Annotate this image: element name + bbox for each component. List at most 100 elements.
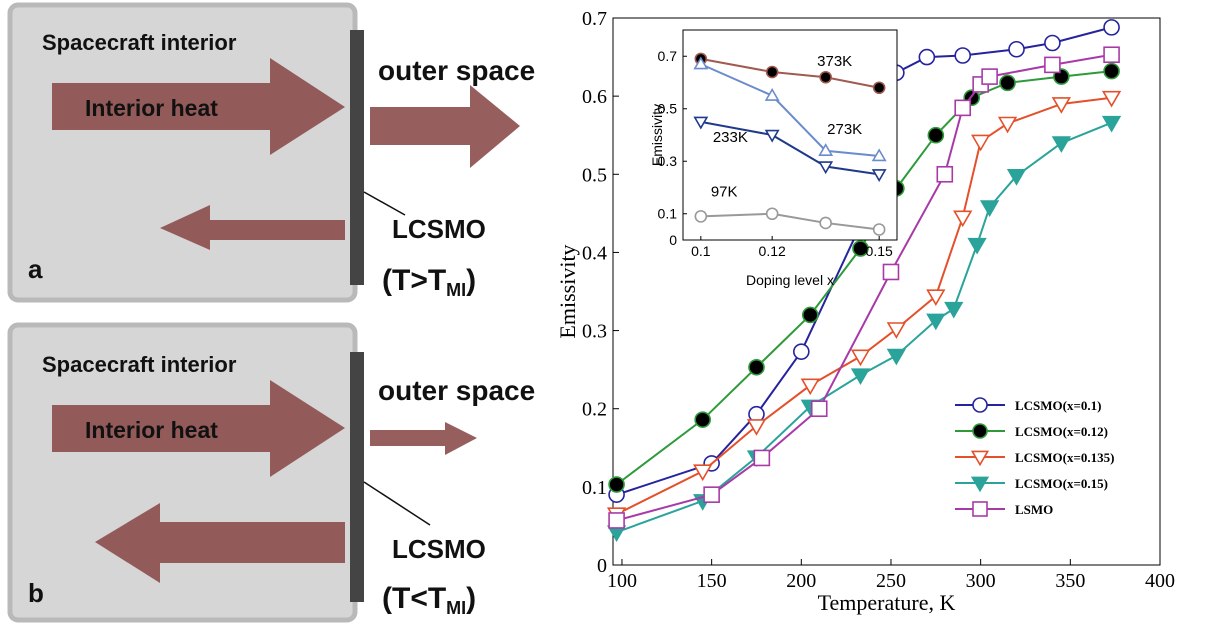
condition-label: (T<TMI) <box>382 582 476 618</box>
x-tick-label: 100 <box>607 570 637 592</box>
data-point <box>1103 46 1120 64</box>
condition-main: (T<T <box>382 582 446 615</box>
condition-sub: MI <box>446 598 466 618</box>
data-point <box>819 70 832 84</box>
data-point <box>850 368 871 385</box>
material-label: LCSMO <box>392 214 486 244</box>
legend-marker <box>970 450 990 467</box>
y-tick-label: 0 <box>669 232 677 248</box>
outer-label: outer space <box>378 55 535 86</box>
series-line <box>700 63 880 157</box>
plot-area <box>682 29 898 241</box>
data-point <box>852 240 869 257</box>
data-point <box>926 313 946 331</box>
data-point <box>693 56 709 70</box>
x-axis-label: Doping level x <box>746 272 834 288</box>
data-point <box>765 207 779 221</box>
out-arrow <box>370 85 520 168</box>
data-point <box>886 348 907 366</box>
condition-sub: MI <box>446 280 466 300</box>
x-tick-label: 0.1 <box>691 243 711 259</box>
x-tick-label: 0.12 <box>759 243 786 259</box>
y-tick-label: 0.1 <box>582 477 607 499</box>
data-point <box>981 68 998 85</box>
back-arrow <box>95 503 345 583</box>
data-point <box>1006 169 1027 186</box>
data-point <box>694 210 708 223</box>
data-point <box>793 343 810 360</box>
data-point <box>1051 136 1071 153</box>
data-point <box>1051 97 1071 114</box>
data-point <box>765 65 779 79</box>
panel-a: Spacecraft interior outer space Interior… <box>7 2 535 303</box>
heat-arrow <box>52 380 345 477</box>
data-point <box>1044 56 1061 74</box>
y-axis-label: Emissivity <box>555 244 580 338</box>
data-point <box>997 116 1018 134</box>
data-point <box>746 419 767 436</box>
x-tick-label: 0.15 <box>866 243 893 259</box>
interior-label: Spacecraft interior <box>42 30 237 55</box>
data-point <box>753 449 771 467</box>
data-point <box>927 126 945 144</box>
condition-close: ) <box>466 582 476 615</box>
panel-b: Spacecraft interior outer space Interior… <box>7 322 535 623</box>
x-axis-label: Temperature, K <box>818 590 956 615</box>
series-line <box>616 96 1112 516</box>
data-point <box>608 512 625 529</box>
y-tick-label: 0.3 <box>658 153 678 169</box>
data-point <box>954 47 972 64</box>
heat-label: Interior heat <box>85 417 218 443</box>
series-line <box>700 57 880 89</box>
data-point <box>1101 115 1122 133</box>
panel-letter: a <box>28 254 43 284</box>
heat-label: Interior heat <box>85 95 218 121</box>
x-tick-label: 400 <box>1145 570 1175 592</box>
leader-line <box>363 191 406 216</box>
data-point <box>936 165 954 183</box>
data-point <box>1008 40 1025 58</box>
condition-close: ) <box>466 264 476 297</box>
interior-label: Spacecraft interior <box>42 352 237 377</box>
data-point <box>801 306 819 324</box>
data-point <box>1103 62 1120 80</box>
data-point <box>967 237 987 255</box>
lcsmo-layer <box>350 352 364 602</box>
y-tick-label: 0 <box>597 555 607 577</box>
data-point <box>872 223 886 236</box>
data-point <box>764 87 780 101</box>
data-point <box>693 464 713 482</box>
data-point <box>871 148 887 162</box>
legend-marker <box>972 501 988 517</box>
back-arrow <box>160 205 345 250</box>
legend-label: LCSMO(x=0.1) <box>1015 398 1102 413</box>
y-tick-label: 0.7 <box>582 8 607 30</box>
data-point <box>1044 34 1061 52</box>
x-tick-label: 250 <box>876 570 906 592</box>
y-tick-label: 0.7 <box>658 48 678 64</box>
data-point <box>871 169 887 183</box>
x-tick-label: 200 <box>786 570 816 592</box>
data-point <box>953 210 973 228</box>
x-tick-label: 300 <box>966 570 996 592</box>
data-point <box>694 411 711 428</box>
material-label: LCSMO <box>392 534 486 564</box>
x-tick-label: 150 <box>697 570 727 592</box>
heat-arrow <box>52 58 345 155</box>
data-point <box>693 116 709 130</box>
y-tick-label: 0.4 <box>582 242 607 264</box>
data-point <box>850 349 871 367</box>
legend: LCSMO(x=0.1) LCSMO(x=0.12) LCSMO(x=0.135) L… <box>949 389 1151 526</box>
condition-label: (T>TMI) <box>382 264 476 300</box>
y-tick-label: 0.5 <box>658 101 678 117</box>
legend-marker <box>970 476 990 493</box>
series-annotation: 273K <box>827 121 862 138</box>
lcsmo-layer <box>350 30 364 285</box>
series-line <box>700 212 880 231</box>
series-annotation: 373K <box>817 53 852 70</box>
y-tick-label: 0.2 <box>582 399 607 421</box>
data-point <box>818 143 834 156</box>
data-point <box>979 200 1000 217</box>
series-annotation: 233K <box>713 129 748 146</box>
